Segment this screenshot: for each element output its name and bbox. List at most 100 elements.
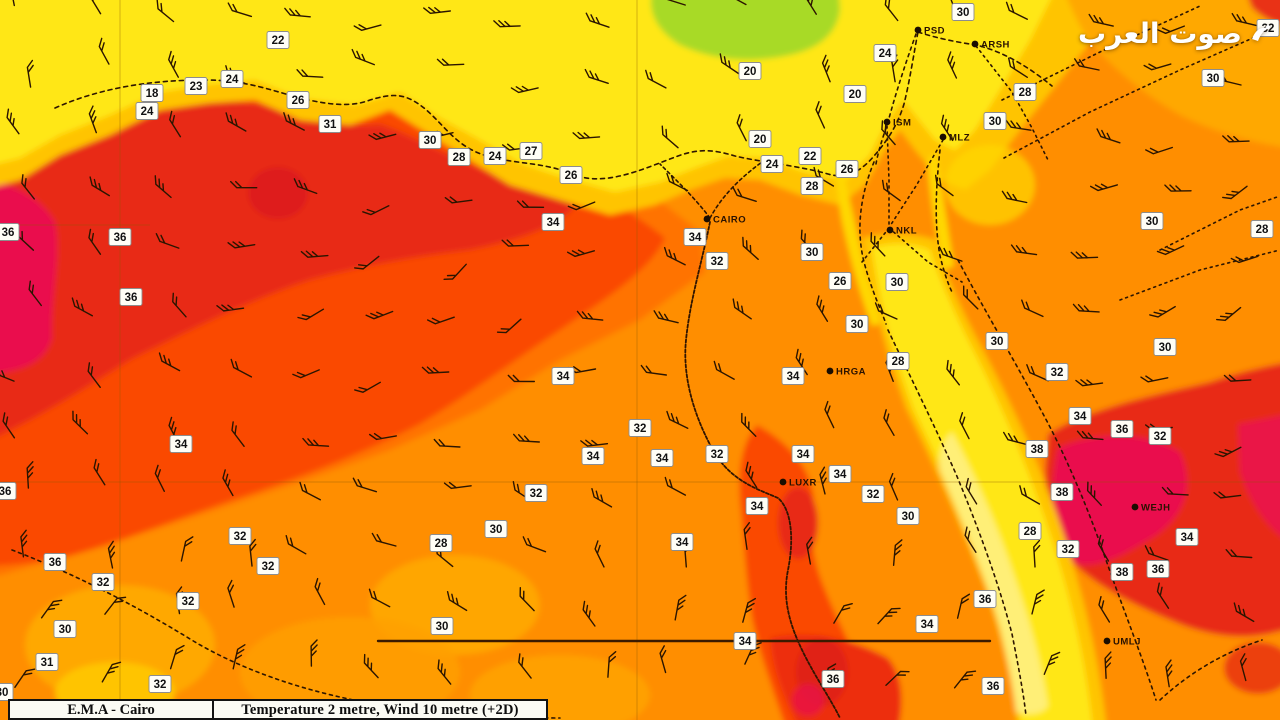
temp-value: 34 (656, 453, 669, 465)
temp-value: 24 (489, 151, 502, 163)
temp-value: 34 (797, 449, 810, 461)
temp-label: 36 (821, 670, 845, 688)
temp-label: 34 (551, 367, 575, 385)
city-label: PSD (924, 26, 945, 37)
temp-value: 30 (0, 687, 8, 699)
temp-value: 24 (226, 74, 239, 86)
temp-label: 28 (429, 534, 453, 552)
temp-label: 32 (148, 675, 172, 693)
city-marker: ARSH (971, 40, 1009, 51)
temp-value: 30 (1159, 342, 1172, 354)
city-label: UMLJ (1113, 637, 1141, 648)
temp-value: 36 (2, 227, 15, 239)
temp-value: 34 (834, 469, 847, 481)
temp-label: 32 (176, 592, 200, 610)
temp-value: 26 (834, 276, 847, 288)
temp-value: 24 (766, 159, 779, 171)
temp-label: 30 (983, 112, 1007, 130)
temp-value: 20 (754, 134, 767, 146)
temp-label: 30 (985, 332, 1009, 350)
temp-label: 36 (119, 288, 143, 306)
temp-value: 36 (1116, 424, 1129, 436)
temp-label: 30 (1201, 69, 1225, 87)
temp-value: 36 (979, 594, 992, 606)
temp-label: 27 (519, 142, 543, 160)
temp-value: 28 (1019, 87, 1032, 99)
watermark-text: صوت العرب (1078, 17, 1242, 50)
temp-label: 30 (1153, 338, 1177, 356)
temp-value: 22 (272, 35, 285, 47)
temp-value: 30 (1146, 216, 1159, 228)
channel-logo-icon (1251, 24, 1270, 41)
temp-label: 36 (0, 482, 17, 500)
temp-label: 32 (524, 484, 548, 502)
temp-label: 34 (1175, 528, 1199, 546)
temp-value: 36 (0, 486, 11, 498)
temp-value: 34 (787, 371, 800, 383)
temp-value: 34 (921, 619, 934, 631)
temp-label: 34 (581, 447, 605, 465)
temp-label: 32 (228, 527, 252, 545)
temp-value: 30 (991, 336, 1004, 348)
temp-value: 30 (902, 511, 915, 523)
temp-value: 34 (547, 217, 560, 229)
temp-value: 24 (879, 48, 892, 60)
temp-label: 38 (1110, 563, 1134, 581)
temp-label: 34 (541, 213, 565, 231)
city-marker: CAIRO (703, 215, 746, 226)
temp-value: 34 (689, 232, 702, 244)
temp-label: 18 (140, 84, 164, 102)
temp-label: 30 (53, 620, 77, 638)
temp-label: 36 (1146, 560, 1170, 578)
temp-value: 23 (190, 81, 203, 93)
temp-label: 32 (1148, 427, 1172, 445)
temp-label: 34 (670, 533, 694, 551)
temp-value: 30 (436, 621, 449, 633)
temp-label: 32 (256, 557, 280, 575)
temp-value: 26 (292, 95, 305, 107)
temp-label: 24 (220, 70, 244, 88)
temp-label: 28 (1013, 83, 1037, 101)
temp-value: 36 (49, 557, 62, 569)
temp-label: 32 (628, 419, 652, 437)
temp-label: 30 (484, 520, 508, 538)
temp-label: 30 (1140, 212, 1164, 230)
temp-value: 32 (182, 596, 195, 608)
temp-label: 38 (1050, 483, 1074, 501)
temp-label: 30 (800, 243, 824, 261)
temp-label: 26 (286, 91, 310, 109)
temp-label: 28 (1018, 522, 1042, 540)
temp-label: 34 (733, 632, 757, 650)
city-marker: UMLJ (1103, 637, 1141, 648)
temp-value: 28 (892, 356, 905, 368)
temp-label: 36 (1110, 420, 1134, 438)
temp-label: 28 (447, 148, 471, 166)
temp-value: 27 (525, 146, 538, 158)
temp-value: 32 (1262, 23, 1275, 35)
temp-label: 36 (43, 553, 67, 571)
temp-value: 34 (1074, 411, 1087, 423)
temp-label: 20 (738, 62, 762, 80)
temp-value: 28 (1024, 526, 1037, 538)
city-marker: HRGA (826, 367, 866, 378)
temp-value: 32 (154, 679, 167, 691)
temp-label: 24 (760, 155, 784, 173)
temp-value: 32 (711, 449, 724, 461)
city-label: HRGA (836, 367, 866, 378)
temp-label: 34 (683, 228, 707, 246)
temp-label: 34 (169, 435, 193, 453)
temp-value: 30 (957, 7, 970, 19)
watermark: صوت العرب (1078, 17, 1273, 50)
temp-label: 26 (559, 166, 583, 184)
temp-value: 30 (806, 247, 819, 259)
city-marker: WEJH (1131, 503, 1170, 514)
temp-value: 30 (891, 277, 904, 289)
footer-bar: E.M.A - Cairo Temperature 2 metre, Wind … (8, 699, 548, 720)
temp-label: 34 (828, 465, 852, 483)
temp-value: 32 (711, 256, 724, 268)
city-label: MLZ (949, 133, 970, 144)
temp-label: 22 (266, 31, 290, 49)
temp-value: 32 (530, 488, 543, 500)
